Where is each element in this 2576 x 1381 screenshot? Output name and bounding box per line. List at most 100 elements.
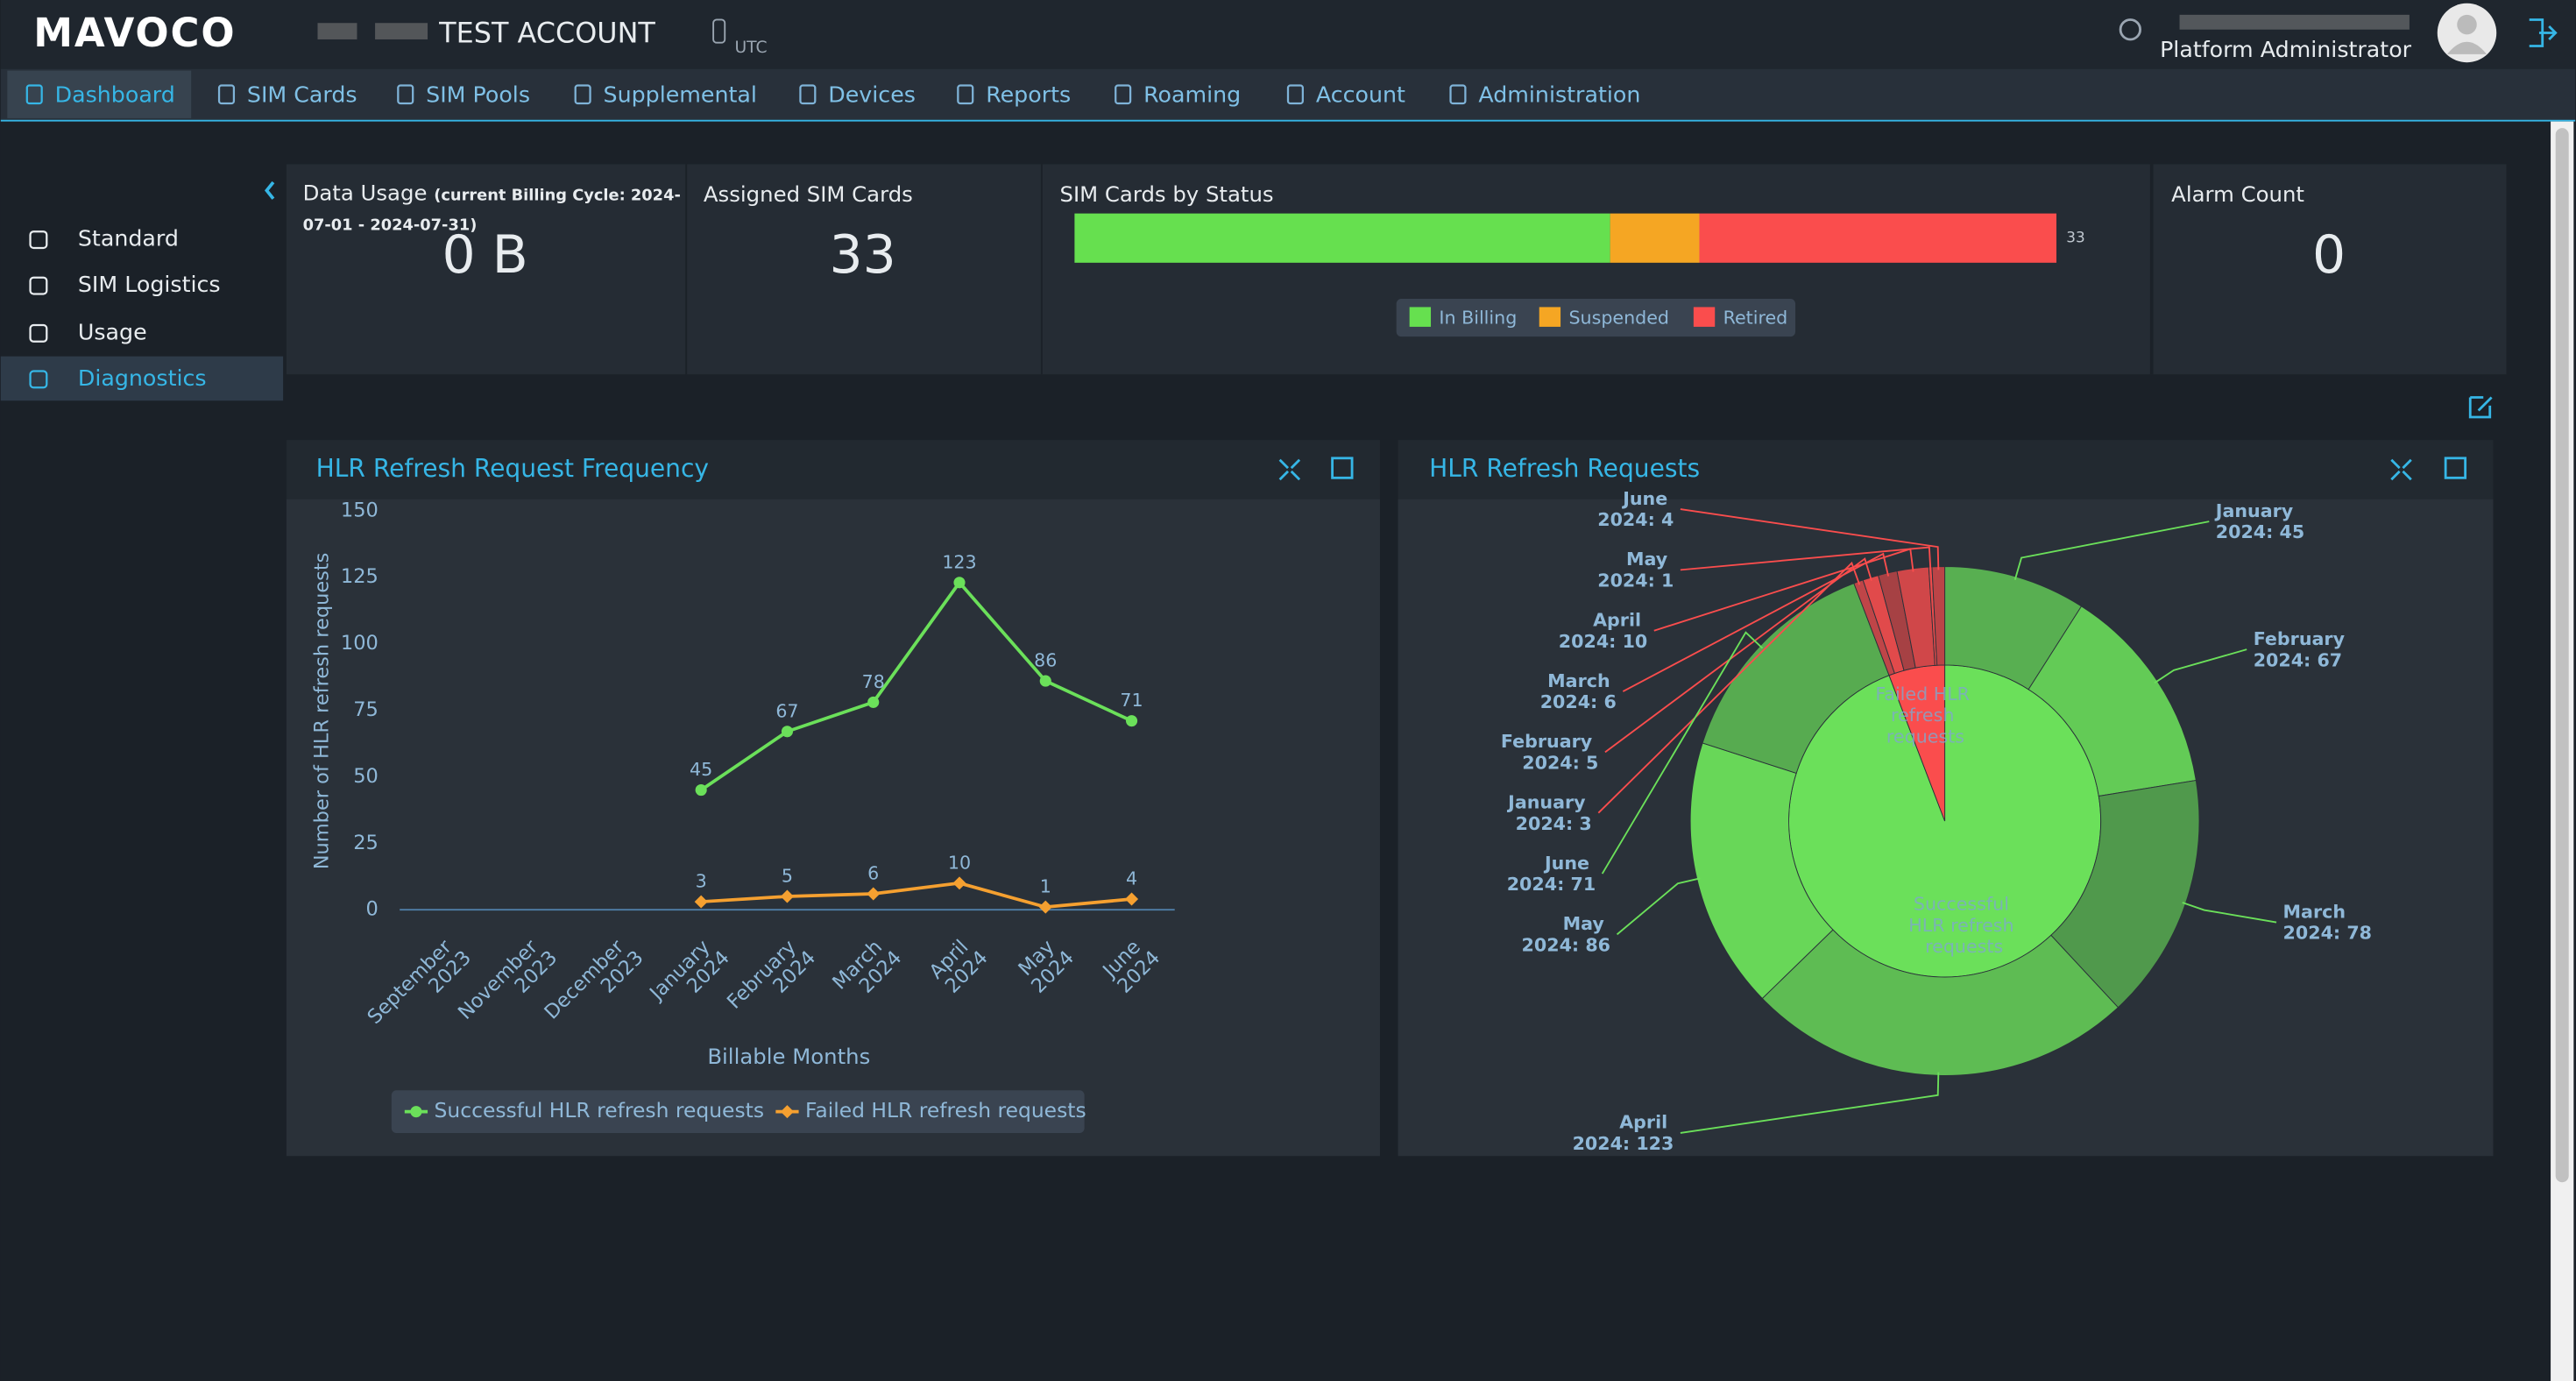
text-line: requests — [1925, 936, 2003, 957]
legend-label[interactable]: Suspended — [1568, 308, 1669, 329]
slice-label: April 2024: 123 — [1573, 1112, 1674, 1154]
y-tick-label: 25 — [353, 832, 379, 854]
timezone-icon — [712, 18, 726, 44]
data-label: 78 — [862, 671, 885, 692]
expand-icon[interactable] — [1278, 458, 1301, 481]
nav-item[interactable]: SIM Cards — [247, 82, 357, 108]
export-icon[interactable] — [2444, 457, 2467, 479]
data-label: 6 — [867, 862, 879, 883]
legend-label[interactable]: In Billing — [1439, 308, 1517, 329]
data-label: 71 — [1120, 690, 1143, 711]
blurred-text — [375, 23, 428, 39]
leader-line — [2182, 902, 2277, 924]
account-name[interactable]: TEST ACCOUNT — [438, 16, 655, 49]
leader-line — [1622, 552, 1890, 692]
slice-label: February 2024: 67 — [2254, 628, 2351, 670]
nav-icon — [574, 84, 591, 105]
export-icon[interactable] — [1331, 457, 1354, 479]
sidebar-item[interactable]: Standard — [78, 226, 179, 251]
kpi-label: Data Usage — [302, 182, 428, 208]
data-label: 5 — [782, 866, 793, 887]
slice-label: March 2024: 78 — [2283, 901, 2372, 943]
kpi-label: SIM Cards by Status — [1060, 181, 1274, 207]
nav-item[interactable]: SIM Pools — [426, 82, 530, 108]
legend-swatch — [1693, 307, 1716, 327]
panel-title: HLR Refresh Request Frequency — [316, 454, 709, 483]
nav-item[interactable]: Roaming — [1143, 82, 1241, 108]
nav-icon — [25, 84, 43, 105]
avatar-head — [2457, 14, 2477, 35]
leader-line — [1680, 1072, 1940, 1134]
status-segment — [1074, 213, 1610, 263]
text-line: 2024: 3 — [1516, 813, 1592, 834]
data-label: 4 — [1126, 868, 1137, 889]
logout-icon[interactable] — [2529, 18, 2558, 47]
nav-item[interactable]: Administration — [1478, 82, 1640, 108]
point — [1125, 715, 1138, 727]
help-icon[interactable] — [2119, 18, 2141, 41]
sidebar-active-bg — [0, 356, 284, 401]
collapse-icon[interactable] — [264, 181, 275, 200]
top-bar — [0, 0, 2576, 69]
y-tick-label: 0 — [366, 898, 379, 921]
user-role[interactable]: Platform Administrator — [2160, 37, 2412, 62]
nav-item[interactable]: Account — [1316, 82, 1405, 108]
y-tick-label: 150 — [341, 499, 379, 521]
avatar-body — [2447, 41, 2487, 54]
nav-icon — [397, 84, 414, 105]
nav-item[interactable]: Dashboard — [55, 82, 175, 108]
series-line — [701, 881, 1132, 910]
text-line: February — [1501, 731, 1599, 752]
leader-line — [1680, 546, 1932, 571]
slice-label: May 2024: 86 — [1522, 913, 1610, 955]
status-segment — [1610, 213, 1700, 263]
text-line: January — [2214, 500, 2300, 521]
logo[interactable]: MAVOCO — [33, 10, 236, 56]
sidebar-icon — [29, 230, 48, 250]
data-label: 123 — [942, 551, 976, 572]
kpi-value: 33 — [829, 224, 895, 286]
leader-line — [1601, 631, 1764, 875]
sidebar-item[interactable]: Usage — [78, 319, 147, 344]
expand-icon[interactable] — [2390, 458, 2412, 481]
legend-label[interactable]: Successful HLR refresh requests — [435, 1098, 764, 1123]
point — [867, 696, 880, 708]
outer-slice — [2050, 780, 2200, 1009]
text-line: April — [1619, 1112, 1674, 1133]
data-usage-header-text: Data Usage (current Billing Cycle: 2024-… — [303, 181, 684, 239]
scrollbar-thumb[interactable] — [2555, 128, 2569, 1183]
point — [953, 577, 966, 589]
series-line — [700, 579, 1133, 792]
point — [1039, 675, 1051, 687]
sidebar-item[interactable]: Diagnostics — [78, 365, 207, 391]
nav-item[interactable]: Reports — [986, 82, 1071, 108]
text-line: 2024: 78 — [2283, 923, 2372, 944]
data-label: 86 — [1034, 650, 1057, 671]
leader-line — [1604, 557, 1872, 754]
timezone[interactable]: UTC — [734, 39, 767, 57]
y-tick-label: 75 — [353, 698, 379, 721]
nav-item[interactable]: Devices — [828, 82, 916, 108]
slice-label: April 2024: 10 — [1559, 609, 1647, 651]
data-label: 45 — [690, 759, 712, 780]
nav-item[interactable]: Supplemental — [604, 82, 757, 108]
leader-line — [1653, 548, 1914, 632]
sidebar-item[interactable]: SIM Logistics — [78, 272, 221, 297]
kpi-row — [286, 164, 2507, 375]
legend-label[interactable]: Retired — [1723, 308, 1788, 329]
nav-icon — [1286, 84, 1304, 105]
slice-label: May 2024: 1 — [1597, 549, 1674, 591]
inner-label: Failed HLR refresh requests — [1875, 683, 1975, 747]
data-label: 67 — [775, 700, 798, 721]
point — [952, 876, 966, 890]
panel-header — [286, 440, 1380, 499]
panel-body — [286, 499, 1380, 1157]
text-line: HLR refresh — [1908, 915, 2020, 936]
point — [694, 895, 708, 909]
legend-label[interactable]: Failed HLR refresh requests — [805, 1098, 1086, 1123]
data-usage-header: Data Usage (current Billing Cycle: 2024-… — [303, 181, 684, 239]
text-line: 2024: 10 — [1559, 631, 1647, 652]
sidebar-icon — [29, 370, 48, 389]
edit-icon[interactable] — [2468, 396, 2493, 419]
